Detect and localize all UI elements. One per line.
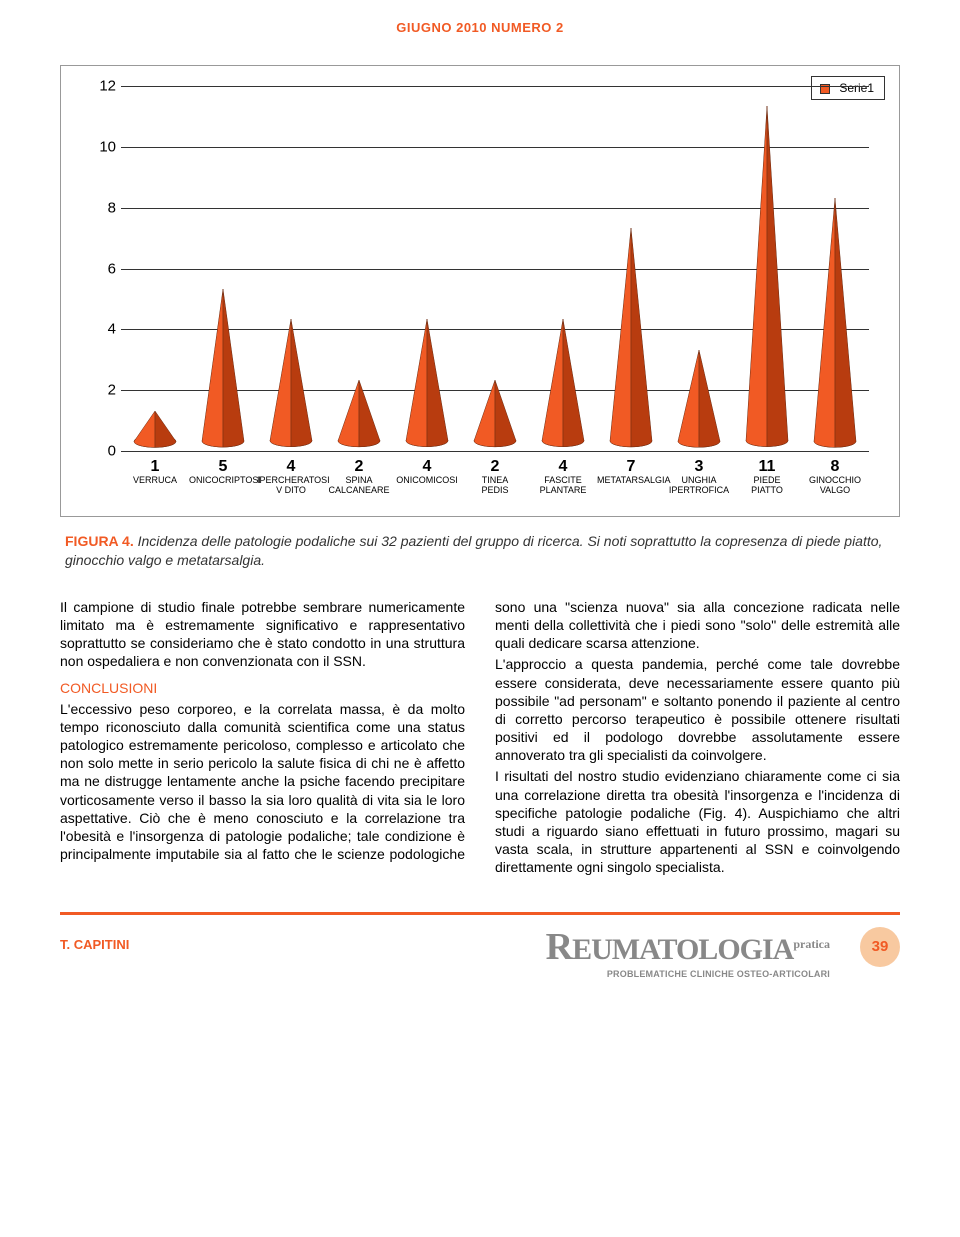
chart-container: Serie1 024681012154242473118 VERRUCAONIC…	[60, 65, 900, 517]
category-label: ONICOMICOSI	[393, 476, 461, 486]
body-p1: Il campione di studio finale potrebbe se…	[60, 598, 465, 671]
bar-value-label: 8	[801, 458, 869, 476]
footer-author: T. CAPITINI	[60, 937, 129, 952]
body-p3: L'approccio a questa pandemia, perché co…	[495, 655, 900, 764]
chart-plot-area: 024681012154242473118	[121, 86, 869, 451]
journal-main: EUMATOLOGIA	[572, 933, 793, 966]
category-label: TINEAPEDIS	[461, 476, 529, 496]
figure-ref: FIGURA 4.	[65, 533, 134, 549]
chart-category-axis: VERRUCAONICOCRIPTOSIIPERCHERATOSIV DITOS…	[121, 476, 869, 506]
journal-prefix: R	[546, 926, 572, 968]
y-axis-label: 12	[86, 78, 116, 95]
bar-value-label: 4	[529, 458, 597, 476]
y-axis-label: 10	[86, 138, 116, 155]
figure-caption-text: Incidenza delle patologie podaliche sui …	[65, 533, 882, 568]
category-label: VERRUCA	[121, 476, 189, 486]
category-label: GINOCCHIOVALGO	[801, 476, 869, 496]
page-issue-header: GIUGNO 2010 NUMERO 2	[60, 20, 900, 35]
figure-caption: FIGURA 4. Incidenza delle patologie poda…	[65, 532, 895, 570]
category-label: ONICOCRIPTOSI	[189, 476, 257, 486]
page-footer: T. CAPITINI REUMATOLOGIApratica PROBLEMA…	[60, 912, 900, 982]
y-axis-label: 2	[86, 382, 116, 399]
category-label: IPERCHERATOSIV DITO	[257, 476, 325, 496]
category-label: UNGHIAIPERTROFICA	[665, 476, 733, 496]
category-label: FASCITEPLANTARE	[529, 476, 597, 496]
conclusioni-heading: CONCLUSIONI	[60, 679, 465, 697]
journal-suffix: pratica	[793, 937, 830, 951]
bar-value-label: 4	[393, 458, 461, 476]
journal-title: REUMATOLOGIApratica	[546, 925, 830, 969]
gridline	[121, 451, 869, 452]
bar-value-label: 4	[257, 458, 325, 476]
bar-value-label: 7	[597, 458, 665, 476]
bar-value-label: 11	[733, 458, 801, 476]
category-label: METATARSALGIA	[597, 476, 665, 486]
footer-journal-block: REUMATOLOGIApratica PROBLEMATICHE CLINIC…	[546, 925, 830, 979]
journal-subtitle: PROBLEMATICHE CLINICHE OSTEO-ARTICOLARI	[546, 969, 830, 979]
bar-value-label: 2	[325, 458, 393, 476]
page-number: 39	[860, 927, 900, 967]
y-axis-label: 6	[86, 260, 116, 277]
y-axis-label: 4	[86, 321, 116, 338]
bar-value-label: 5	[189, 458, 257, 476]
bar-value-label: 2	[461, 458, 529, 476]
bar-value-label: 1	[121, 458, 189, 476]
y-axis-label: 8	[86, 199, 116, 216]
category-label: PIEDEPIATTO	[733, 476, 801, 496]
body-p4: I risultati del nostro studio evidenzian…	[495, 767, 900, 876]
body-text: Il campione di studio finale potrebbe se…	[60, 598, 900, 877]
y-axis-label: 0	[86, 443, 116, 460]
category-label: SPINACALCANEARE	[325, 476, 393, 496]
bar-value-label: 3	[665, 458, 733, 476]
